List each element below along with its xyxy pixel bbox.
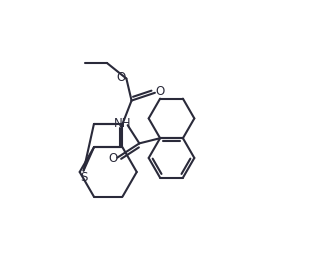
Text: O: O xyxy=(155,85,164,98)
Text: O: O xyxy=(116,71,125,84)
Text: NH: NH xyxy=(114,117,131,130)
Text: S: S xyxy=(80,171,87,184)
Text: O: O xyxy=(108,152,117,165)
